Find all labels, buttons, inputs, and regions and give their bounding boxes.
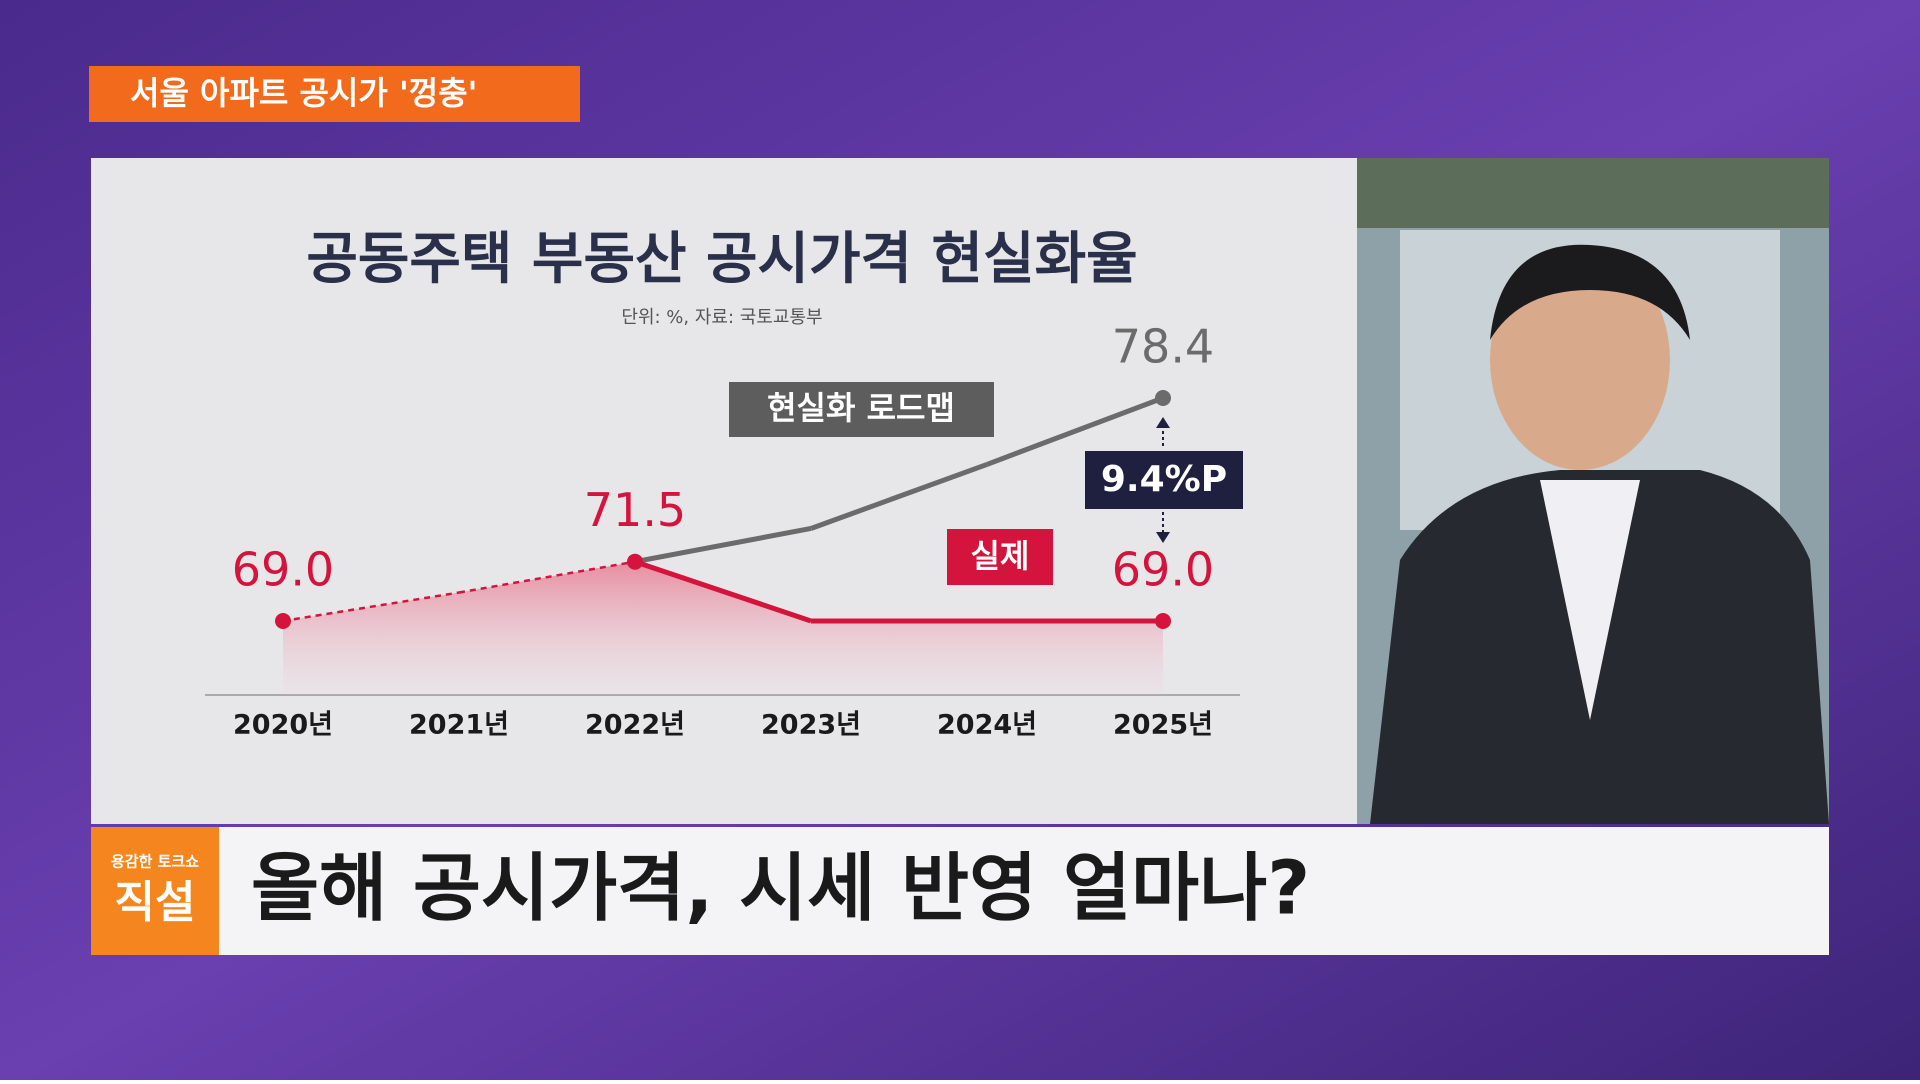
line-segment [986,395,1164,467]
value-label: 69.0 [1112,543,1214,597]
annotation-box [1085,451,1243,509]
line-segment [634,559,812,624]
banner-box [89,66,580,122]
point [1155,390,1171,406]
chart-subtitle: 단위: %, 자료: 국토교통부 [621,307,822,328]
video-trees [1357,158,1829,228]
x-tick-label: 2025년 [1113,710,1213,741]
video-shirt [1540,480,1640,720]
legend-label: 현실화 로드맵 [767,389,955,427]
arrow-head [1156,532,1170,543]
annotation: 9.4%P [1101,459,1227,500]
value-label: 78.4 [1112,320,1214,374]
logo-main: 직설 [115,877,196,928]
video [1357,158,1829,824]
x-tick-label: 2024년 [937,710,1037,741]
line-segment [810,462,988,531]
x-tick-label: 2023년 [761,710,861,741]
plot: 2020년 2021년 2022년 2023년 2024년 2025년 78.4 69.0 71… [232,320,1243,741]
legend-box [947,529,1053,585]
video-hair [1490,244,1690,340]
caption-bar [91,827,1829,955]
video-face [1490,250,1670,470]
legend-label: 실제 [971,537,1030,575]
banner: 서울 아파트 공시가 '껑충' [130,74,477,112]
value-label: 69.0 [232,543,334,597]
logo-box [91,827,219,955]
chart-title: 공동주택 부동산 공시가격 현실화율 [306,227,1137,292]
arrow-head [1156,417,1170,428]
line-segment [458,560,636,594]
line-segment [634,526,812,565]
x-tick-label: 2022년 [585,710,685,741]
logo-top: 용감한 토크쇼 [111,853,199,871]
value-label: 71.5 [584,483,686,537]
caption: 올해 공시가격, 시세 반영 얼마나? [251,846,1310,932]
point [627,553,643,570]
point [275,613,291,629]
area [283,561,1163,695]
x-tick-label: 2021년 [409,710,509,741]
point [1155,613,1171,629]
legend-box [729,382,994,437]
x-tick-label: 2020년 [233,710,333,741]
line-segment [282,591,460,623]
